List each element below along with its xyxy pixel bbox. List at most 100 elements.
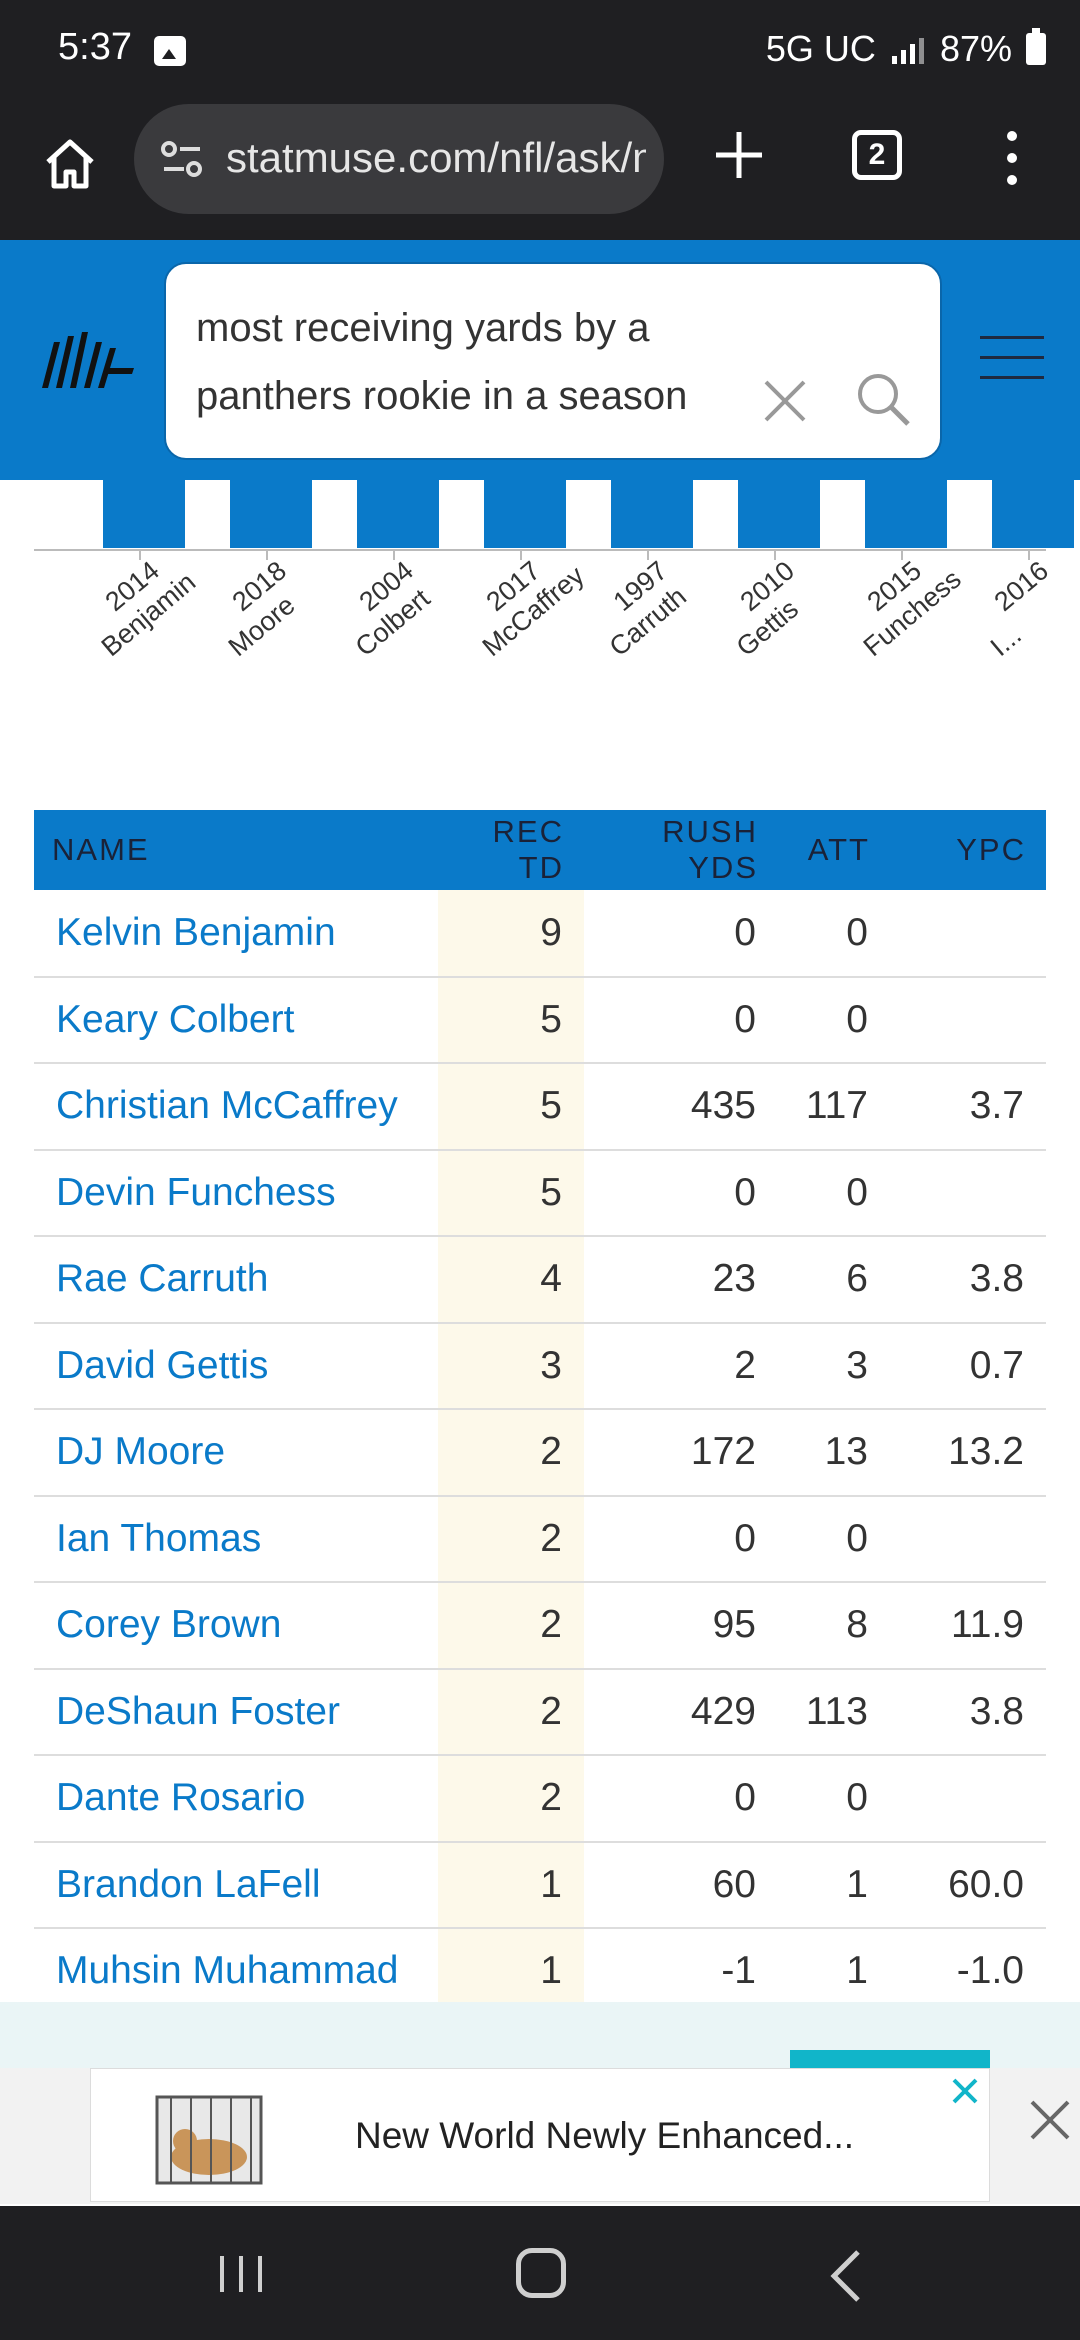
rush-yds-cell: 2: [734, 1343, 756, 1387]
chart-bar[interactable]: [103, 480, 185, 548]
table-row[interactable]: DeShaun Foster 2 429 113 3.8: [34, 1668, 1046, 1755]
recent-apps-icon[interactable]: [214, 2252, 268, 2296]
table-row[interactable]: Corey Brown 2 95 8 11.9: [34, 1582, 1046, 1669]
ypc-cell: [890, 1496, 1046, 1583]
rush-yds-cell: 435: [690, 1084, 756, 1128]
player-name-link[interactable]: Keary Colbert: [56, 997, 295, 1041]
column-header-name[interactable]: NAME: [52, 832, 150, 867]
chart-bar[interactable]: [738, 480, 820, 548]
battery-icon: [1026, 28, 1046, 65]
column-header-rec-td[interactable]: REC TD: [492, 814, 564, 885]
player-name-link[interactable]: David Gettis: [56, 1343, 269, 1387]
att-cell: 0: [846, 1776, 868, 1820]
ad-banner[interactable]: New World Newly Enhanced...: [0, 2068, 1080, 2204]
rec-td-cell: 1: [438, 1928, 584, 2015]
rec-td-cell: 2: [438, 1668, 584, 1755]
chart-bar[interactable]: [865, 480, 947, 548]
att-cell: 13: [824, 1430, 868, 1474]
table-row[interactable]: Keary Colbert 5 0 0: [34, 976, 1046, 1063]
att-cell: 0: [846, 1516, 868, 1560]
search-icon[interactable]: [854, 370, 912, 428]
url-text: statmuse.com/nfl/ask/most-receiving: [226, 134, 646, 181]
att-cell: 0: [846, 910, 868, 954]
player-name-link[interactable]: DJ Moore: [56, 1430, 226, 1474]
column-header-att[interactable]: ATT: [807, 832, 870, 867]
table-row[interactable]: Dante Rosario 2 0 0: [34, 1755, 1046, 1842]
table-row[interactable]: Christian McCaffrey 5 435 117 3.7: [34, 1063, 1046, 1150]
rush-yds-cell: -1: [721, 1949, 756, 1993]
chart-bar[interactable]: [992, 480, 1074, 548]
ad-choices-close-icon[interactable]: [949, 2075, 981, 2107]
player-name-link[interactable]: Rae Carruth: [56, 1257, 269, 1301]
browser-toolbar: statmuse.com/nfl/ask/most-receiving 2: [0, 100, 1080, 240]
att-cell: 117: [805, 1084, 868, 1128]
rec-td-cell: 2: [438, 1495, 584, 1582]
chart-bar[interactable]: [484, 480, 566, 548]
related-section: [0, 2002, 1080, 2068]
network-type: 5G UC: [765, 28, 876, 69]
site-header: most receiving yards by a panthers rooki…: [0, 240, 1080, 480]
ad-dog-crate-image: [155, 2095, 263, 2185]
menu-icon[interactable]: [980, 336, 1044, 382]
home-nav-icon[interactable]: [516, 2248, 566, 2298]
att-cell: 3: [846, 1343, 868, 1387]
rush-yds-cell: 23: [712, 1257, 756, 1301]
rec-td-cell: 5: [438, 1149, 584, 1236]
table-row[interactable]: David Gettis 3 2 3 0.7: [34, 1322, 1046, 1409]
rush-yds-cell: 0: [734, 1170, 756, 1214]
player-name-link[interactable]: Kelvin Benjamin: [56, 910, 336, 954]
chart-bar[interactable]: [611, 480, 693, 548]
more-options-icon[interactable]: [1000, 130, 1024, 186]
player-name-link[interactable]: Ian Thomas: [56, 1516, 262, 1560]
player-name-link[interactable]: Muhsin Muhammad: [56, 1949, 399, 1993]
att-cell: 0: [846, 997, 868, 1041]
player-name-link[interactable]: Corey Brown: [56, 1603, 282, 1647]
stats-table: NAME REC TD RUSH YDS ATT YPC Kelvin Benj…: [34, 810, 1046, 2016]
table-row[interactable]: Devin Funchess 5 0 0: [34, 1149, 1046, 1236]
player-name-link[interactable]: Brandon LaFell: [56, 1862, 321, 1906]
rush-yds-cell: 0: [734, 1516, 756, 1560]
table-row[interactable]: DJ Moore 2 172 13 13.2: [34, 1409, 1046, 1496]
rec-td-cell: 4: [438, 1236, 584, 1323]
chart-bar[interactable]: [230, 480, 312, 548]
back-icon[interactable]: [826, 2246, 866, 2306]
search-query[interactable]: most receiving yards by a panthers rooki…: [196, 306, 688, 418]
ypc-cell: 13.2: [948, 1430, 1024, 1474]
rec-td-cell: 2: [438, 1582, 584, 1669]
table-row[interactable]: Kelvin Benjamin 9 0 0: [34, 890, 1046, 977]
chart-bar[interactable]: [357, 480, 439, 548]
signal-icon: [891, 34, 924, 64]
att-cell: 1: [846, 1862, 868, 1906]
new-tab-icon[interactable]: [712, 128, 766, 182]
player-name-link[interactable]: Dante Rosario: [56, 1776, 306, 1820]
player-name-link[interactable]: DeShaun Foster: [56, 1689, 340, 1733]
statmuse-logo[interactable]: [38, 328, 138, 392]
player-name-link[interactable]: Christian McCaffrey: [56, 1084, 398, 1128]
ad-card[interactable]: New World Newly Enhanced...: [90, 2068, 990, 2202]
rec-td-cell: 1: [438, 1841, 584, 1928]
status-bar: 5:37 5G UC 87%: [0, 0, 1080, 100]
table-row[interactable]: Ian Thomas 2 0 0: [34, 1495, 1046, 1583]
address-bar[interactable]: statmuse.com/nfl/ask/most-receiving: [134, 104, 664, 214]
table-row[interactable]: Brandon LaFell 1 60 1 60.0: [34, 1841, 1046, 1928]
table-row[interactable]: Muhsin Muhammad 1 -1 1 -1.0: [34, 1928, 1046, 2015]
tick-label-year: 2016: [989, 555, 1054, 617]
image-notification-icon: [154, 36, 186, 66]
att-cell: 113: [805, 1689, 868, 1733]
close-ad-icon[interactable]: [1028, 2098, 1072, 2142]
column-header-ypc[interactable]: YPC: [956, 832, 1026, 867]
table-row[interactable]: Rae Carruth 4 23 6 3.8: [34, 1236, 1046, 1323]
ypc-cell: 3.8: [969, 1257, 1024, 1301]
player-name-link[interactable]: Devin Funchess: [56, 1170, 336, 1214]
site-settings-icon[interactable]: [160, 140, 204, 178]
ad-text[interactable]: New World Newly Enhanced...: [355, 2115, 855, 2156]
clear-icon[interactable]: [760, 376, 810, 426]
home-icon[interactable]: [40, 134, 100, 194]
column-header-rush-yds[interactable]: RUSH YDS: [662, 814, 758, 885]
search-box[interactable]: most receiving yards by a panthers rooki…: [164, 262, 942, 460]
tab-switcher-button[interactable]: 2: [852, 130, 902, 180]
att-cell: 6: [846, 1257, 868, 1301]
related-button[interactable]: [790, 2050, 990, 2068]
